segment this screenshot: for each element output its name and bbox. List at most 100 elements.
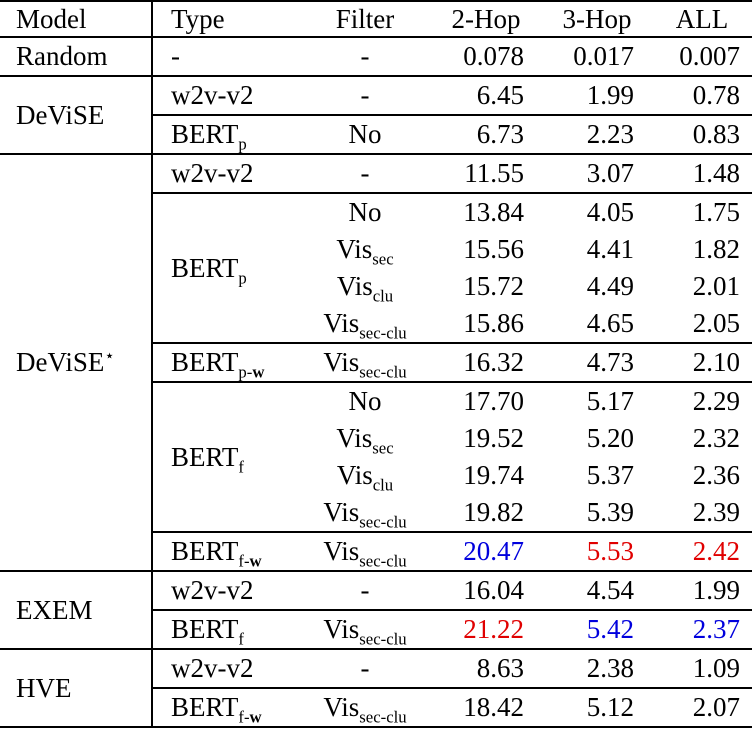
filter-cell: - (300, 153, 430, 193)
metric-all-cell: 1.82 (692, 234, 740, 264)
metric-all-cell: 1.75 (652, 192, 752, 231)
column-header-filter: Filter (300, 1, 430, 38)
subscript: clu (372, 286, 394, 306)
filter-cell: No (300, 114, 430, 154)
table-header: Model Type Filter 2-Hop 3-Hop ALL (0, 1, 752, 38)
metric-2hop-cell: 16.04 (430, 570, 542, 610)
metric-2hop-cell: 13.84 (430, 192, 542, 231)
metric-2hop-cell: 19.52 (463, 423, 524, 453)
metric-all-cell: 2.39 (692, 497, 740, 527)
embedding-type-cell: w2v-v2 (152, 75, 300, 115)
metric-all-cell: 1.09 (652, 648, 752, 688)
filter-cell: - (300, 648, 430, 688)
filter-cell: - (300, 570, 430, 610)
filter-cell: Vissec-clu (323, 308, 407, 343)
table-row: DeViSE⋆ w2v-v2-11.55 3.07 1.48 (0, 153, 752, 571)
metric-3hop-cell: 4.41 (586, 234, 634, 264)
metric-2hop-cell: 21.22 (430, 609, 542, 649)
metric-3hop-cell: 5.53 (542, 531, 652, 571)
filter-cell: - (300, 75, 430, 115)
subscript: clu (372, 475, 394, 495)
table-row: Vissec-clu 15.86 4.65 2.05 (0, 305, 752, 343)
metric-2hop-cell: 18.42 (430, 687, 542, 727)
metric-3hop-cell: 0.017 (573, 41, 634, 71)
metric-3hop-cell: 4.49 (586, 271, 634, 301)
metric-2hop-cell: 15.86 (463, 308, 524, 338)
table-row: BERTf-w Vissec-clu 18.42 5.12 2.07 (0, 687, 752, 727)
star-superscript: ⋆ (104, 346, 115, 365)
subscript: f (238, 456, 244, 476)
model-name-cell: DeViSE⋆ (0, 153, 153, 571)
metric-2hop-cell: 20.47 (430, 531, 542, 571)
embedding-type-cell: w2v-v2 (152, 153, 300, 193)
metric-all-cell: 2.29 (652, 381, 752, 420)
model-name-cell: DeViSE (0, 75, 153, 154)
metric-all-cell: 2.07 (652, 687, 752, 727)
bold-subscript: w (252, 362, 265, 382)
table-body: Random - -0.078 0.017 0.007 DeViSE w2v-v2-6.45… (0, 37, 752, 727)
column-header-3hop: 3-Hop (542, 1, 652, 38)
metric-3hop-cell: 5.37 (586, 460, 634, 490)
column-header-2hop: 2-Hop (430, 1, 542, 38)
bold-subscript: w (249, 707, 262, 727)
metric-2hop-cell: 17.70 (430, 381, 542, 420)
table-row: EXEM w2v-v2-16.04 4.54 1.99 (0, 570, 752, 649)
filter-cell: Vissec-clu (300, 687, 430, 727)
filter-cell: Visclu (336, 271, 394, 306)
table-row: BERTf No 17.70 5.17 2.29 (0, 381, 752, 532)
filter-cell: No (300, 192, 430, 231)
table-row: HVE w2v-v2-8.63 2.38 1.09 (0, 648, 752, 727)
metric-3hop-cell: 5.17 (542, 381, 652, 420)
metric-all-cell: 2.42 (652, 531, 752, 571)
metric-all-cell: 2.05 (692, 308, 740, 338)
metric-2hop-cell: 19.74 (463, 460, 524, 490)
metric-all-cell: 0.007 (679, 41, 740, 71)
metric-3hop-cell: 5.12 (542, 687, 652, 727)
table-row: BERTp No 13.84 4.05 1.75 (0, 192, 752, 343)
model-name-cell: HVE (0, 648, 153, 727)
embedding-type-cell: BERTf-w (152, 531, 300, 571)
metric-all-cell: 2.36 (692, 460, 740, 490)
table-row: BERTf-w Vissec-clu 20.47 5.53 2.42 (0, 531, 752, 571)
subscript: sec-clu (359, 323, 407, 343)
metric-3hop-cell: 2.23 (542, 114, 652, 154)
model-name-cell: Random (0, 37, 153, 76)
metric-all-cell: 0.83 (652, 114, 752, 154)
metric-3hop-cell: 4.65 (586, 308, 634, 338)
embedding-type-cell: BERTf (152, 609, 300, 649)
subscript: sec-clu (359, 512, 407, 532)
column-header-type: Type (152, 1, 300, 38)
subscript: f (238, 629, 244, 649)
metric-2hop-cell: 16.32 (430, 342, 542, 382)
embedding-type-cell: w2v-v2 (152, 570, 300, 610)
subscript: p (238, 267, 247, 287)
metric-all-cell: 2.37 (652, 609, 752, 649)
filter-cell: No (300, 381, 430, 420)
table-row: Vissec 19.52 5.20 2.32 (0, 420, 752, 457)
column-header-all: ALL (652, 1, 752, 38)
metric-3hop-cell: 4.54 (542, 570, 652, 610)
model-name-cell: EXEM (0, 570, 153, 649)
metric-2hop-cell: 8.63 (430, 648, 542, 688)
filter-cell: Vissec-clu (300, 531, 430, 571)
table-row: BERTf Vissec-clu 21.22 5.42 2.37 (0, 609, 752, 649)
embedding-type-cell: - (171, 41, 180, 71)
table-row: BERTp-w Vissec-clu 16.32 4.73 2.10 (0, 342, 752, 382)
table-row: DeViSE w2v-v2-6.45 1.99 0.78 (0, 75, 752, 154)
metric-2hop-cell: 0.078 (463, 41, 524, 71)
metric-all-cell: 1.48 (652, 153, 752, 193)
subscript: f- (238, 707, 250, 727)
metric-3hop-cell: 4.05 (542, 192, 652, 231)
subscript: p- (238, 362, 253, 382)
subscript: sec-clu (359, 629, 407, 649)
embedding-type-cell: BERTp (152, 192, 300, 343)
bold-subscript: w (249, 551, 262, 571)
metric-all-cell: 0.78 (652, 75, 752, 115)
filter-cell: Vissec-clu (323, 497, 407, 532)
filter-cell: Visclu (336, 460, 394, 495)
subscript: f- (238, 551, 250, 571)
metric-2hop-cell: 6.73 (430, 114, 542, 154)
metric-3hop-cell: 3.07 (542, 153, 652, 193)
table-row: Vissec-clu 19.82 5.39 2.39 (0, 494, 752, 532)
